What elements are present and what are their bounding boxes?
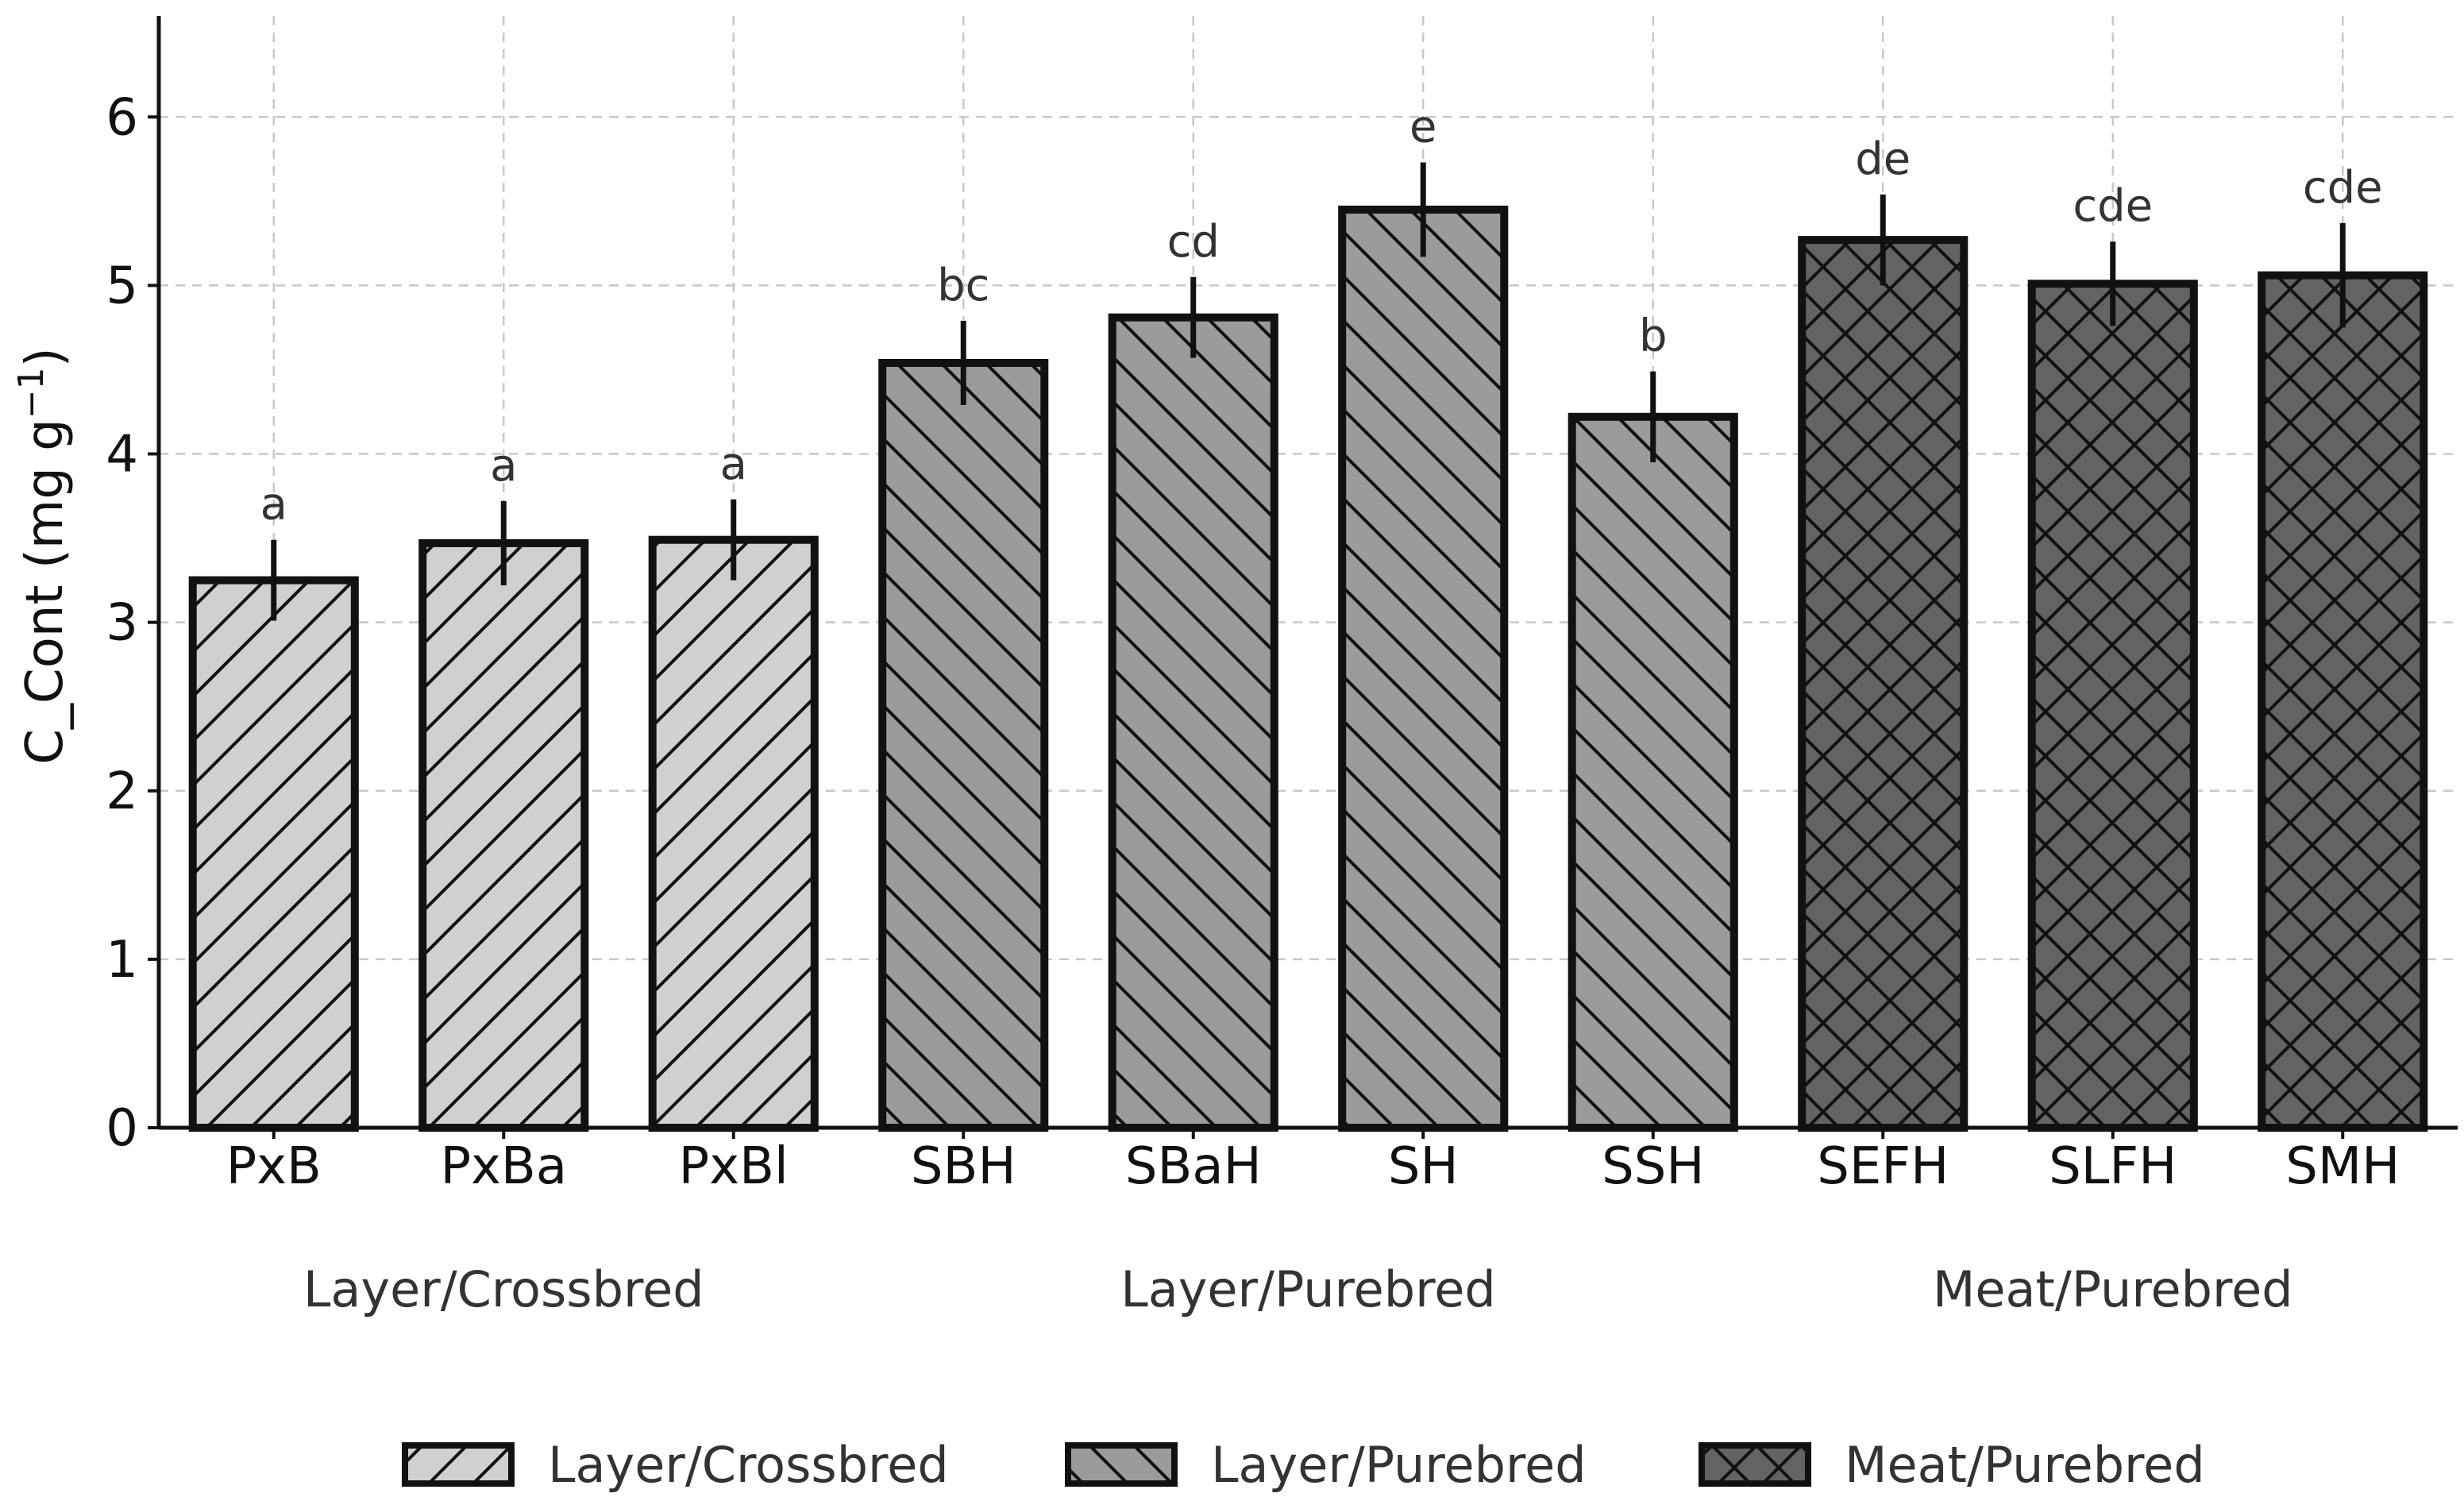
significance-label: e bbox=[1409, 102, 1436, 153]
significance-label: a bbox=[490, 440, 517, 492]
legend-label: Layer/Crossbred bbox=[548, 1436, 949, 1494]
significance-label: cd bbox=[1167, 216, 1220, 268]
x-tick-labels: PxB PxBa PxBl SBH SBaH SH SSH SEFH SLFH SMH bbox=[226, 1128, 2400, 1196]
error-bars bbox=[271, 162, 2346, 621]
x-tick-label: PxBl bbox=[679, 1137, 789, 1196]
bar-SH bbox=[1338, 205, 1509, 1132]
group-label: Layer/Crossbred bbox=[303, 1260, 704, 1318]
x-tick-label: SH bbox=[1388, 1137, 1459, 1196]
bar-SEFH bbox=[1798, 236, 1969, 1132]
bar-PxB bbox=[188, 576, 359, 1132]
bar-SSH bbox=[1567, 412, 1738, 1132]
bar-SBaH bbox=[1108, 313, 1278, 1132]
legend-swatch bbox=[1065, 1442, 1178, 1487]
y-tick-label: 6 bbox=[106, 88, 138, 147]
legend: Layer/Crossbred Layer/Purebred Meat/Purebr… bbox=[402, 1436, 2205, 1494]
y-tick-label: 0 bbox=[106, 1099, 138, 1158]
significance-label: bc bbox=[937, 260, 989, 311]
y-tick-label: 1 bbox=[106, 931, 138, 990]
x-tick-label: SSH bbox=[1602, 1137, 1704, 1196]
bar-PxBl bbox=[648, 535, 819, 1132]
significance-label: b bbox=[1639, 311, 1668, 362]
y-tick-label: 5 bbox=[106, 257, 138, 315]
y-tick-label: 2 bbox=[106, 762, 138, 821]
x-tick-label: SMH bbox=[2285, 1137, 2400, 1196]
y-ticks: 0 1 2 3 4 5 6 bbox=[106, 88, 159, 1158]
y-tick-label: 4 bbox=[106, 426, 138, 484]
x-tick-label: SLFH bbox=[2049, 1137, 2177, 1196]
legend-swatch bbox=[402, 1442, 515, 1487]
group-label: Layer/Purebred bbox=[1120, 1260, 1496, 1318]
x-tick-label: SBH bbox=[911, 1137, 1016, 1196]
group-label: Meat/Purebred bbox=[1933, 1260, 2293, 1318]
bar-SBH bbox=[878, 358, 1049, 1132]
bar-PxBa bbox=[418, 538, 589, 1132]
significance-label: a bbox=[720, 438, 747, 490]
y-tick-label: 3 bbox=[106, 594, 138, 653]
bar-SLFH bbox=[2027, 280, 2198, 1133]
x-tick-label: PxB bbox=[226, 1137, 322, 1196]
bar-SMH bbox=[2258, 271, 2428, 1133]
bars bbox=[188, 205, 2428, 1133]
legend-label: Layer/Purebred bbox=[1211, 1436, 1587, 1494]
x-tick-label: SBaH bbox=[1125, 1137, 1262, 1196]
significance-label: de bbox=[1855, 133, 1911, 185]
significance-label: cde bbox=[2073, 180, 2153, 232]
legend-label: Meat/Purebred bbox=[1845, 1436, 2205, 1494]
significance-label: a bbox=[260, 479, 287, 531]
legend-swatch bbox=[1699, 1442, 1811, 1487]
group-labels: Layer/Crossbred Layer/Purebred Meat/Purebr… bbox=[303, 1260, 2293, 1318]
x-tick-label: PxBa bbox=[440, 1137, 567, 1196]
y-axis-label: C_Cont (mg g−1) bbox=[11, 347, 75, 764]
significance-label: cde bbox=[2303, 162, 2383, 214]
x-tick-label: SEFH bbox=[1817, 1137, 1949, 1196]
